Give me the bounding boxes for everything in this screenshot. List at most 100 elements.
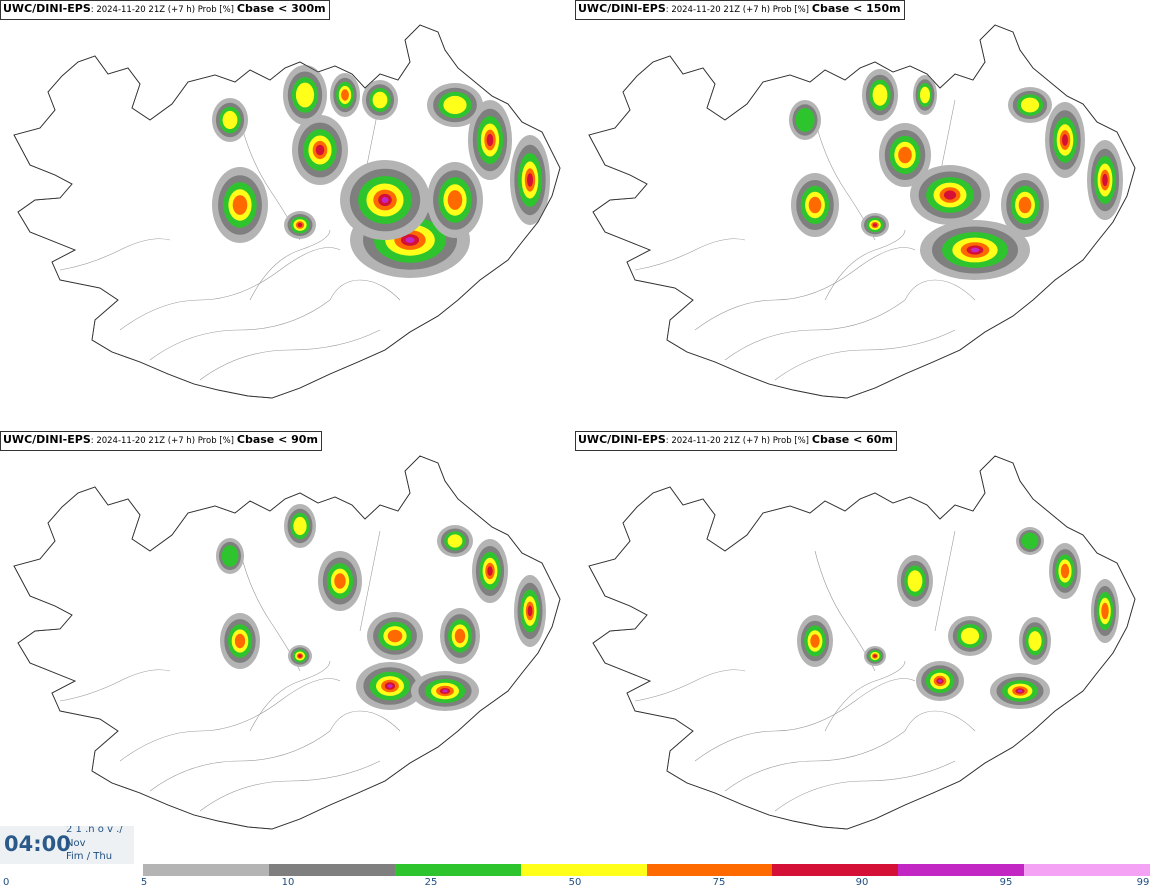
river-line: [724, 730, 906, 792]
panel-title: UWC/DINI-EPS: 2024-11-20 21Z (+7 h) Prob…: [575, 431, 897, 451]
coastline-outline: [588, 455, 1136, 830]
river-line: [824, 229, 906, 301]
probability-patch: [387, 684, 393, 688]
river-line: [694, 678, 916, 762]
river-line: [634, 669, 746, 702]
probability-patch: [334, 573, 346, 589]
probability-patch: [315, 144, 325, 156]
river-line: [249, 229, 331, 301]
model-name: UWC/DINI-EPS: [578, 433, 666, 446]
river-line: [199, 329, 381, 381]
colorbar-label: 75: [712, 877, 726, 888]
probability-patch: [872, 223, 878, 227]
variable-name: Cbase < 90m: [236, 433, 318, 446]
river-line: [249, 660, 331, 732]
probability-patch: [222, 110, 238, 130]
valid-time-box: 04:00 2 1 .n o v ./ Nov Fim / Thu: [0, 826, 134, 864]
probability-patch: [920, 86, 930, 104]
probability-patch: [447, 534, 463, 548]
iceland-probability-map: [13, 24, 561, 399]
colorbar-segment: [394, 864, 521, 876]
probability-patch: [372, 91, 388, 109]
river-line: [329, 710, 401, 732]
variable-name: Cbase < 60m: [811, 433, 893, 446]
model-name: UWC/DINI-EPS: [578, 2, 666, 15]
map-panel-60m: UWC/DINI-EPS: 2024-11-20 21Z (+7 h) Prob…: [575, 431, 1150, 861]
probability-patch: [221, 545, 239, 567]
probability-patch: [795, 108, 815, 132]
probability-patch: [1060, 563, 1070, 579]
river-line: [824, 660, 906, 732]
river-line: [774, 760, 956, 812]
probability-patch: [970, 247, 980, 253]
probability-patch: [1021, 532, 1039, 550]
colorbar-segment: [646, 864, 773, 876]
valid-time-date-local: 2 1 .n o v ./: [66, 826, 123, 835]
probability-patch: [1017, 689, 1023, 693]
map-panel-150m: UWC/DINI-EPS: 2024-11-20 21Z (+7 h) Prob…: [575, 0, 1150, 430]
model-name: UWC/DINI-EPS: [3, 2, 91, 15]
variable-name: Cbase < 300m: [236, 2, 326, 15]
colorbar-label: 90: [855, 877, 869, 888]
probability-patch: [232, 195, 248, 215]
probability-patch: [295, 82, 315, 108]
probability-patch: [1028, 631, 1042, 651]
river-line: [359, 530, 381, 632]
probability-patch: [960, 627, 980, 645]
probability-colorbar: [143, 864, 1150, 876]
probability-patch: [1102, 173, 1108, 187]
colorbar-segment: [898, 864, 1025, 876]
colorbar-label: 25: [424, 877, 438, 888]
probability-patch: [486, 133, 494, 147]
probability-patch: [938, 679, 942, 683]
panel-title: UWC/DINI-EPS: 2024-11-20 21Z (+7 h) Prob…: [0, 431, 322, 451]
valid-time-month: Nov: [66, 838, 86, 849]
river-line: [59, 238, 171, 271]
probability-patch: [447, 190, 463, 210]
valid-time-weekday: Fim / Thu: [66, 851, 113, 862]
colorbar-label: 50: [568, 877, 582, 888]
probability-patch: [298, 654, 302, 658]
panel-title: UWC/DINI-EPS: 2024-11-20 21Z (+7 h) Prob…: [0, 0, 330, 20]
map-panel-300m: UWC/DINI-EPS: 2024-11-20 21Z (+7 h) Prob…: [0, 0, 575, 430]
river-line: [904, 710, 976, 732]
probability-patch: [297, 222, 303, 228]
run-info: : 2024-11-20 21Z (+7 h) Prob [%]: [90, 436, 235, 446]
probability-patch: [341, 89, 349, 101]
coastline-outline: [588, 24, 1136, 399]
colorbar-label: 0: [3, 877, 10, 888]
probability-patch: [1101, 602, 1109, 620]
probability-patch: [810, 634, 820, 648]
probability-patch: [443, 95, 467, 115]
probability-patch: [527, 173, 533, 187]
probability-patch: [454, 628, 466, 644]
probability-patch: [1020, 97, 1040, 113]
colorbar-segment: [268, 864, 395, 876]
river-line: [59, 669, 171, 702]
variable-name: Cbase < 150m: [811, 2, 901, 15]
run-info: : 2024-11-20 21Z (+7 h) Prob [%]: [665, 5, 810, 15]
river-line: [774, 329, 956, 381]
probability-patch: [234, 633, 246, 649]
colorbar-segment: [772, 864, 899, 876]
probability-patch: [293, 516, 307, 536]
iceland-probability-map: [588, 455, 1136, 830]
probability-patch: [808, 196, 822, 214]
river-line: [934, 530, 956, 632]
colorbar-label: 5: [140, 877, 148, 888]
panel-title: UWC/DINI-EPS: 2024-11-20 21Z (+7 h) Prob…: [575, 0, 905, 20]
river-line: [724, 299, 906, 361]
valid-time-clock: 04:00: [4, 832, 71, 856]
colorbar-segment: [520, 864, 647, 876]
probability-patch: [1062, 134, 1068, 146]
run-info: : 2024-11-20 21Z (+7 h) Prob [%]: [665, 436, 810, 446]
colorbar-segment: [1024, 864, 1150, 876]
probability-patch: [381, 197, 389, 203]
model-name: UWC/DINI-EPS: [3, 433, 91, 446]
map-panel-90m: UWC/DINI-EPS: 2024-11-20 21Z (+7 h) Prob…: [0, 431, 575, 861]
river-line: [634, 238, 746, 271]
probability-patch: [387, 629, 403, 643]
river-line: [149, 299, 331, 361]
probability-patch: [487, 566, 493, 576]
river-line: [119, 678, 341, 762]
